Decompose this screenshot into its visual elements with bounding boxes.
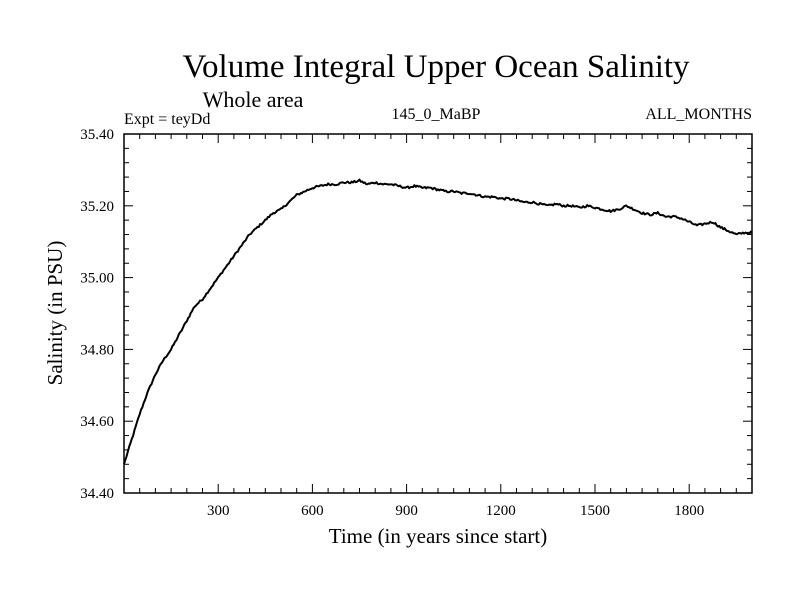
x-axis-label: Time (in years since start) [329,524,548,548]
chart-subtitle: Whole area [203,87,304,112]
x-tick-label: 300 [207,503,230,519]
months-label: ALL_MONTHS [645,106,752,123]
y-tick-label: 34.60 [80,414,114,430]
x-tick-labels: 300 600 900 1200 1500 1800 [207,503,704,519]
axis-ticks [124,134,752,493]
y-tick-label: 35.00 [80,271,114,287]
x-tick-label: 900 [395,503,418,519]
y-tick-labels: 34.40 34.60 34.80 35.00 35.20 35.40 [80,127,114,502]
x-tick-label: 1500 [580,503,610,519]
plot-area [123,133,753,494]
y-tick-label: 34.40 [80,486,114,502]
plot-frame [123,133,753,494]
y-tick-label: 34.80 [80,342,114,358]
y-axis-label: Salinity (in PSU) [43,241,67,386]
y-tick-label: 35.40 [80,127,114,143]
period-label: 145_0_MaBP [392,106,481,123]
x-tick-label: 1200 [486,503,516,519]
series-group [123,178,753,465]
x-tick-label: 600 [301,503,324,519]
experiment-label: Expt = teyDd [124,111,210,128]
salinity-series-line [123,178,753,465]
x-tick-label: 1800 [674,503,704,519]
y-tick-label: 35.20 [80,199,114,215]
chart-title: Volume Integral Upper Ocean Salinity [182,49,690,85]
